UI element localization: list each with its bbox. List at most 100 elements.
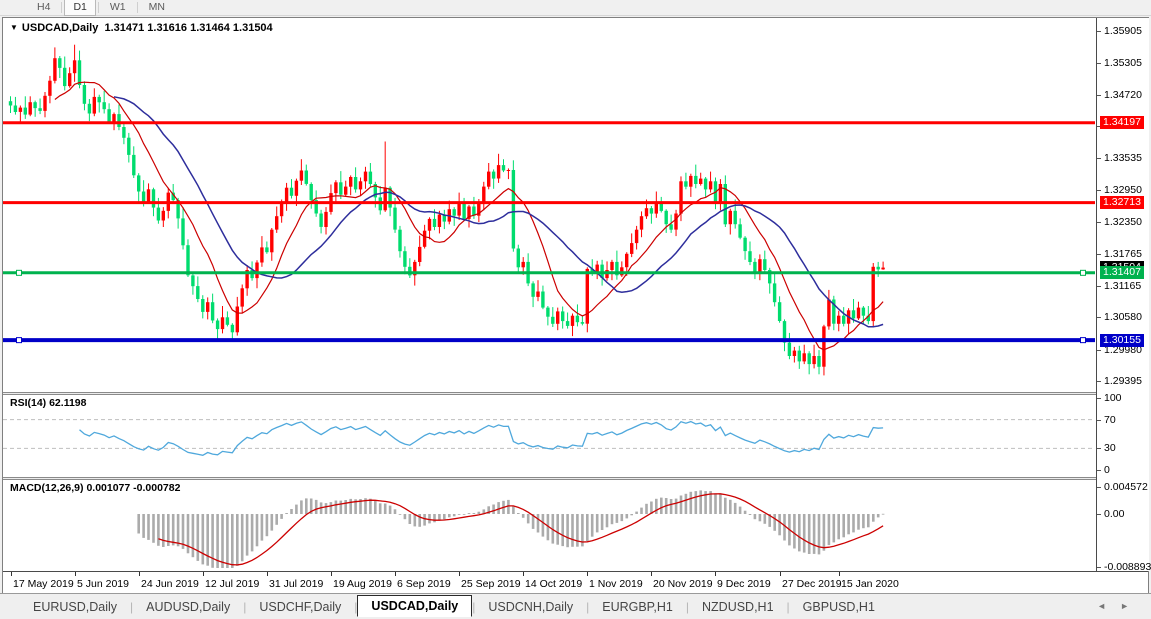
- time-tick: [395, 572, 396, 576]
- date-label: 24 Jun 2019: [141, 578, 199, 590]
- rsi-tick-label: 70: [1104, 414, 1116, 426]
- toolbar-separator: [61, 2, 63, 13]
- toolbar-separator: [136, 2, 138, 13]
- date-label: 15 Jan 2020: [841, 578, 899, 590]
- axis-tick: [1097, 514, 1101, 515]
- price-tick-label: 1.35305: [1104, 57, 1142, 69]
- macd-tick-label: -0.008893: [1104, 561, 1151, 573]
- time-tick: [839, 572, 840, 576]
- tab-separator: |: [786, 599, 790, 614]
- date-label: 19 Aug 2019: [333, 578, 392, 590]
- price-badge: 1.34197: [1100, 116, 1144, 129]
- price-tick-label: 1.30580: [1104, 311, 1142, 323]
- price-badge: 1.32713: [1100, 196, 1144, 209]
- tab-separator: |: [354, 599, 358, 614]
- tab-separator: |: [472, 599, 476, 614]
- price-tick-label: 1.35905: [1104, 25, 1142, 37]
- price-axis[interactable]: 1.359051.353051.347201.341351.335351.329…: [1096, 18, 1151, 573]
- pane-splitter[interactable]: [3, 477, 1148, 480]
- time-tick: [651, 572, 652, 576]
- rsi-tick-label: 30: [1104, 442, 1116, 454]
- tab-scroll-right-icon[interactable]: ►: [1120, 601, 1143, 611]
- date-label: 5 Jun 2019: [77, 578, 129, 590]
- price-tick-label: 1.29395: [1104, 375, 1142, 387]
- axis-tick: [1097, 286, 1101, 287]
- axis-tick: [1097, 487, 1101, 488]
- axis-tick: [1097, 95, 1101, 96]
- macd-tick-label: 0.00: [1104, 508, 1125, 520]
- time-tick: [715, 572, 716, 576]
- time-tick: [459, 572, 460, 576]
- chevron-down-icon[interactable]: ▼: [10, 23, 18, 32]
- pane-splitter[interactable]: [3, 392, 1148, 395]
- axis-tick: [1097, 190, 1101, 191]
- axis-tick: [1097, 470, 1101, 471]
- rsi-label: RSI(14) 62.1198: [10, 397, 87, 409]
- price-tick-label: 1.31765: [1104, 248, 1142, 260]
- timeframe-button-mn[interactable]: MN: [148, 1, 165, 13]
- chart-title: ▼ USDCAD,Daily 1.31471 1.31616 1.31464 1.…: [10, 22, 273, 34]
- chart-symbol: USDCAD,Daily: [21, 22, 99, 34]
- time-tick: [523, 572, 524, 576]
- macd-tick-label: 0.004572: [1104, 481, 1148, 493]
- chart-tab-audusd[interactable]: AUDUSD,Daily: [146, 599, 231, 614]
- chart-tab-eurusd[interactable]: EURUSD,Daily: [33, 599, 118, 614]
- time-tick: [139, 572, 140, 576]
- chart-window: ▼ USDCAD,Daily 1.31471 1.31616 1.31464 1.…: [2, 17, 1151, 593]
- timeframe-button-h4[interactable]: H4: [37, 1, 51, 13]
- axis-tick: [1097, 254, 1101, 255]
- axis-tick: [1097, 398, 1101, 399]
- timeframe-button-d1[interactable]: D1: [64, 0, 96, 16]
- timeframe-toolbar: H4 D1 W1 MN: [0, 0, 1151, 16]
- time-tick: [267, 572, 268, 576]
- axis-tick: [1097, 63, 1101, 64]
- chart-tab-eurgbp[interactable]: EURGBP,H1: [602, 599, 673, 614]
- macd-indicator-pane[interactable]: [3, 480, 1095, 571]
- chart-tab-nzdusd[interactable]: NZDUSD,H1: [702, 599, 774, 614]
- date-label: 9 Dec 2019: [717, 578, 771, 590]
- tab-separator: |: [685, 599, 689, 614]
- tab-separator: |: [586, 599, 590, 614]
- time-tick: [780, 572, 781, 576]
- date-label: 25 Sep 2019: [461, 578, 521, 590]
- toolbar-separator: [97, 2, 99, 13]
- chart-tab-usdchf[interactable]: USDCHF,Daily: [259, 599, 342, 614]
- time-tick: [587, 572, 588, 576]
- axis-tick: [1097, 381, 1101, 382]
- date-label: 12 Jul 2019: [205, 578, 260, 590]
- date-label: 14 Oct 2019: [525, 578, 583, 590]
- chart-tab-usdcad[interactable]: USDCAD,Daily: [357, 594, 473, 617]
- time-axis[interactable]: 17 May 2019 5 Jun 2019 24 Jun 2019 12 Jul 2…: [3, 571, 1148, 593]
- price-chart-pane[interactable]: [3, 18, 1095, 392]
- axis-tick: [1097, 350, 1101, 351]
- tab-scroll-left-icon[interactable]: ◄: [1097, 601, 1121, 611]
- rsi-tick-label: 100: [1104, 392, 1122, 404]
- tab-separator: |: [243, 599, 247, 614]
- tab-separator: |: [130, 599, 134, 614]
- axis-tick: [1097, 448, 1101, 449]
- time-tick: [11, 572, 12, 576]
- axis-tick: [1097, 567, 1101, 568]
- chart-tab-bar: EURUSD,Daily | AUDUSD,Daily | USDCHF,Daily | U…: [0, 593, 1151, 619]
- rsi-indicator-pane[interactable]: [3, 395, 1095, 478]
- timeframe-button-w1[interactable]: W1: [109, 1, 126, 13]
- price-tick-label: 1.33535: [1104, 152, 1142, 164]
- time-tick: [203, 572, 204, 576]
- date-label: 1 Nov 2019: [589, 578, 643, 590]
- axis-tick: [1097, 222, 1101, 223]
- macd-label: MACD(12,26,9) 0.001077 -0.000782: [10, 482, 181, 494]
- price-tick-label: 1.31165: [1104, 280, 1142, 292]
- price-tick-label: 1.34720: [1104, 89, 1142, 101]
- date-label: 17 May 2019: [13, 578, 74, 590]
- price-tick-label: 1.29980: [1104, 344, 1142, 356]
- time-tick: [331, 572, 332, 576]
- chart-tab-gbpusd[interactable]: GBPUSD,H1: [802, 599, 875, 614]
- chart-tab-usdcnh[interactable]: USDCNH,Daily: [488, 599, 574, 614]
- axis-tick: [1097, 31, 1101, 32]
- axis-tick: [1097, 126, 1101, 127]
- axis-tick: [1097, 158, 1101, 159]
- time-tick: [75, 572, 76, 576]
- chart-ohlc-values: 1.31471 1.31616 1.31464 1.31504: [104, 22, 273, 34]
- axis-tick: [1097, 317, 1101, 318]
